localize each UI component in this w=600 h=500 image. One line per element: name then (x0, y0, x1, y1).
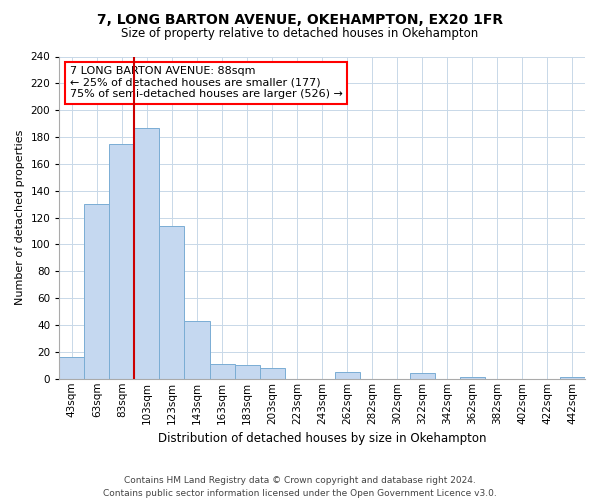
Bar (134, 128, 160, 379)
Bar (184, 321, 209, 379)
Text: Contains HM Land Registry data © Crown copyright and database right 2024.
Contai: Contains HM Land Registry data © Crown c… (103, 476, 497, 498)
Y-axis label: Number of detached properties: Number of detached properties (15, 130, 25, 306)
Bar (260, 368, 284, 379)
Text: 7 LONG BARTON AVENUE: 88sqm
← 25% of detached houses are smaller (177)
75% of se: 7 LONG BARTON AVENUE: 88sqm ← 25% of det… (70, 66, 343, 100)
Bar (160, 226, 184, 379)
Bar (209, 364, 235, 379)
Bar (235, 366, 260, 379)
X-axis label: Distribution of detached houses by size in Okehampton: Distribution of detached houses by size … (158, 432, 487, 445)
Text: Size of property relative to detached houses in Okehampton: Size of property relative to detached ho… (121, 28, 479, 40)
Bar (335, 372, 360, 379)
Bar (59, 358, 85, 379)
Bar (460, 378, 485, 379)
Text: 7, LONG BARTON AVENUE, OKEHAMPTON, EX20 1FR: 7, LONG BARTON AVENUE, OKEHAMPTON, EX20 … (97, 12, 503, 26)
Bar (85, 204, 109, 379)
Bar (410, 374, 435, 379)
Bar (560, 378, 585, 379)
Bar (109, 144, 134, 379)
